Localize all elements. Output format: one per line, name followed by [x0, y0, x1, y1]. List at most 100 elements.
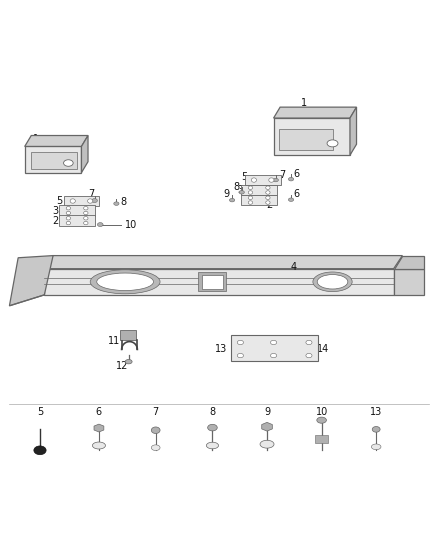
Text: 2: 2 — [52, 216, 58, 225]
Ellipse shape — [248, 186, 253, 189]
Polygon shape — [81, 135, 88, 173]
Text: 5: 5 — [37, 407, 43, 417]
Polygon shape — [10, 256, 53, 306]
Text: 5: 5 — [57, 196, 63, 206]
FancyBboxPatch shape — [202, 275, 223, 289]
Text: 12: 12 — [116, 361, 128, 371]
Ellipse shape — [88, 199, 93, 203]
Ellipse shape — [266, 191, 270, 194]
Ellipse shape — [97, 273, 153, 290]
Text: 7: 7 — [88, 189, 95, 199]
Ellipse shape — [90, 270, 160, 294]
Ellipse shape — [260, 440, 274, 448]
Ellipse shape — [84, 206, 88, 210]
Ellipse shape — [84, 211, 88, 215]
Text: 13: 13 — [215, 344, 227, 353]
Text: 3: 3 — [52, 206, 58, 216]
Ellipse shape — [237, 353, 244, 358]
Text: 6: 6 — [96, 407, 102, 417]
Ellipse shape — [66, 221, 71, 225]
Ellipse shape — [266, 186, 270, 189]
Text: 7: 7 — [152, 407, 159, 417]
FancyBboxPatch shape — [64, 196, 99, 206]
Text: 8: 8 — [233, 182, 240, 191]
Ellipse shape — [70, 199, 75, 203]
FancyBboxPatch shape — [120, 330, 137, 340]
Text: 6: 6 — [293, 168, 300, 179]
Ellipse shape — [239, 190, 244, 194]
Ellipse shape — [92, 442, 106, 449]
FancyBboxPatch shape — [231, 335, 318, 361]
FancyBboxPatch shape — [245, 175, 281, 185]
Ellipse shape — [251, 178, 257, 182]
Text: 7: 7 — [279, 170, 285, 180]
Ellipse shape — [114, 202, 119, 205]
FancyBboxPatch shape — [31, 152, 77, 169]
Polygon shape — [350, 107, 357, 155]
Text: 9: 9 — [264, 407, 270, 417]
FancyBboxPatch shape — [279, 129, 333, 150]
Polygon shape — [262, 422, 272, 431]
Ellipse shape — [248, 196, 253, 199]
Ellipse shape — [288, 177, 293, 181]
Text: 1: 1 — [301, 98, 307, 108]
Ellipse shape — [288, 198, 293, 201]
Text: 3: 3 — [237, 185, 243, 195]
Text: 1: 1 — [32, 134, 39, 143]
Ellipse shape — [84, 216, 88, 220]
Ellipse shape — [151, 427, 160, 433]
Ellipse shape — [269, 178, 274, 182]
FancyBboxPatch shape — [315, 435, 328, 443]
Ellipse shape — [273, 179, 279, 182]
Ellipse shape — [313, 272, 352, 292]
Ellipse shape — [306, 340, 312, 345]
Ellipse shape — [84, 221, 88, 225]
Polygon shape — [274, 107, 357, 118]
Ellipse shape — [208, 424, 217, 431]
Ellipse shape — [248, 191, 253, 194]
Ellipse shape — [271, 353, 277, 358]
Ellipse shape — [97, 223, 103, 227]
Text: 8: 8 — [209, 407, 215, 417]
Ellipse shape — [151, 445, 160, 450]
Ellipse shape — [372, 426, 380, 432]
Polygon shape — [94, 424, 104, 432]
Polygon shape — [394, 256, 424, 269]
Polygon shape — [274, 118, 350, 155]
Polygon shape — [25, 135, 88, 147]
Polygon shape — [394, 269, 424, 295]
Text: 11: 11 — [108, 336, 120, 346]
Text: 8: 8 — [120, 197, 126, 207]
Text: 2: 2 — [266, 200, 272, 211]
FancyBboxPatch shape — [241, 185, 277, 195]
Ellipse shape — [237, 340, 244, 345]
Ellipse shape — [66, 216, 71, 220]
Text: 10: 10 — [315, 407, 328, 417]
Polygon shape — [10, 295, 44, 306]
Polygon shape — [44, 256, 403, 269]
Ellipse shape — [92, 199, 97, 203]
Ellipse shape — [248, 201, 253, 204]
Ellipse shape — [66, 211, 71, 215]
Text: 9: 9 — [224, 189, 230, 199]
FancyBboxPatch shape — [241, 195, 277, 205]
Ellipse shape — [125, 359, 132, 364]
Ellipse shape — [266, 196, 270, 199]
Text: 13: 13 — [370, 407, 382, 417]
Ellipse shape — [230, 198, 235, 202]
Ellipse shape — [206, 442, 219, 449]
Ellipse shape — [371, 444, 381, 450]
Ellipse shape — [266, 201, 270, 204]
Ellipse shape — [271, 340, 277, 345]
Ellipse shape — [317, 274, 348, 289]
Ellipse shape — [64, 160, 73, 166]
Ellipse shape — [327, 140, 338, 147]
FancyBboxPatch shape — [198, 272, 226, 292]
FancyBboxPatch shape — [59, 215, 95, 226]
Text: 6: 6 — [293, 189, 300, 199]
Text: 4: 4 — [290, 262, 296, 271]
Polygon shape — [44, 269, 394, 295]
Text: 10: 10 — [125, 220, 137, 230]
Ellipse shape — [317, 417, 326, 423]
Ellipse shape — [306, 353, 312, 358]
